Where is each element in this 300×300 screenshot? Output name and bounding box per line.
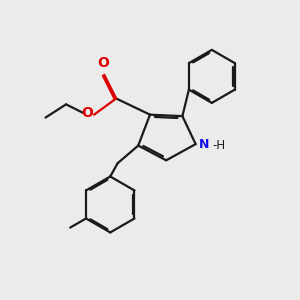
Text: O: O (97, 56, 109, 70)
Text: O: O (82, 106, 94, 120)
Text: -H: -H (212, 139, 226, 152)
Text: N: N (199, 138, 209, 151)
